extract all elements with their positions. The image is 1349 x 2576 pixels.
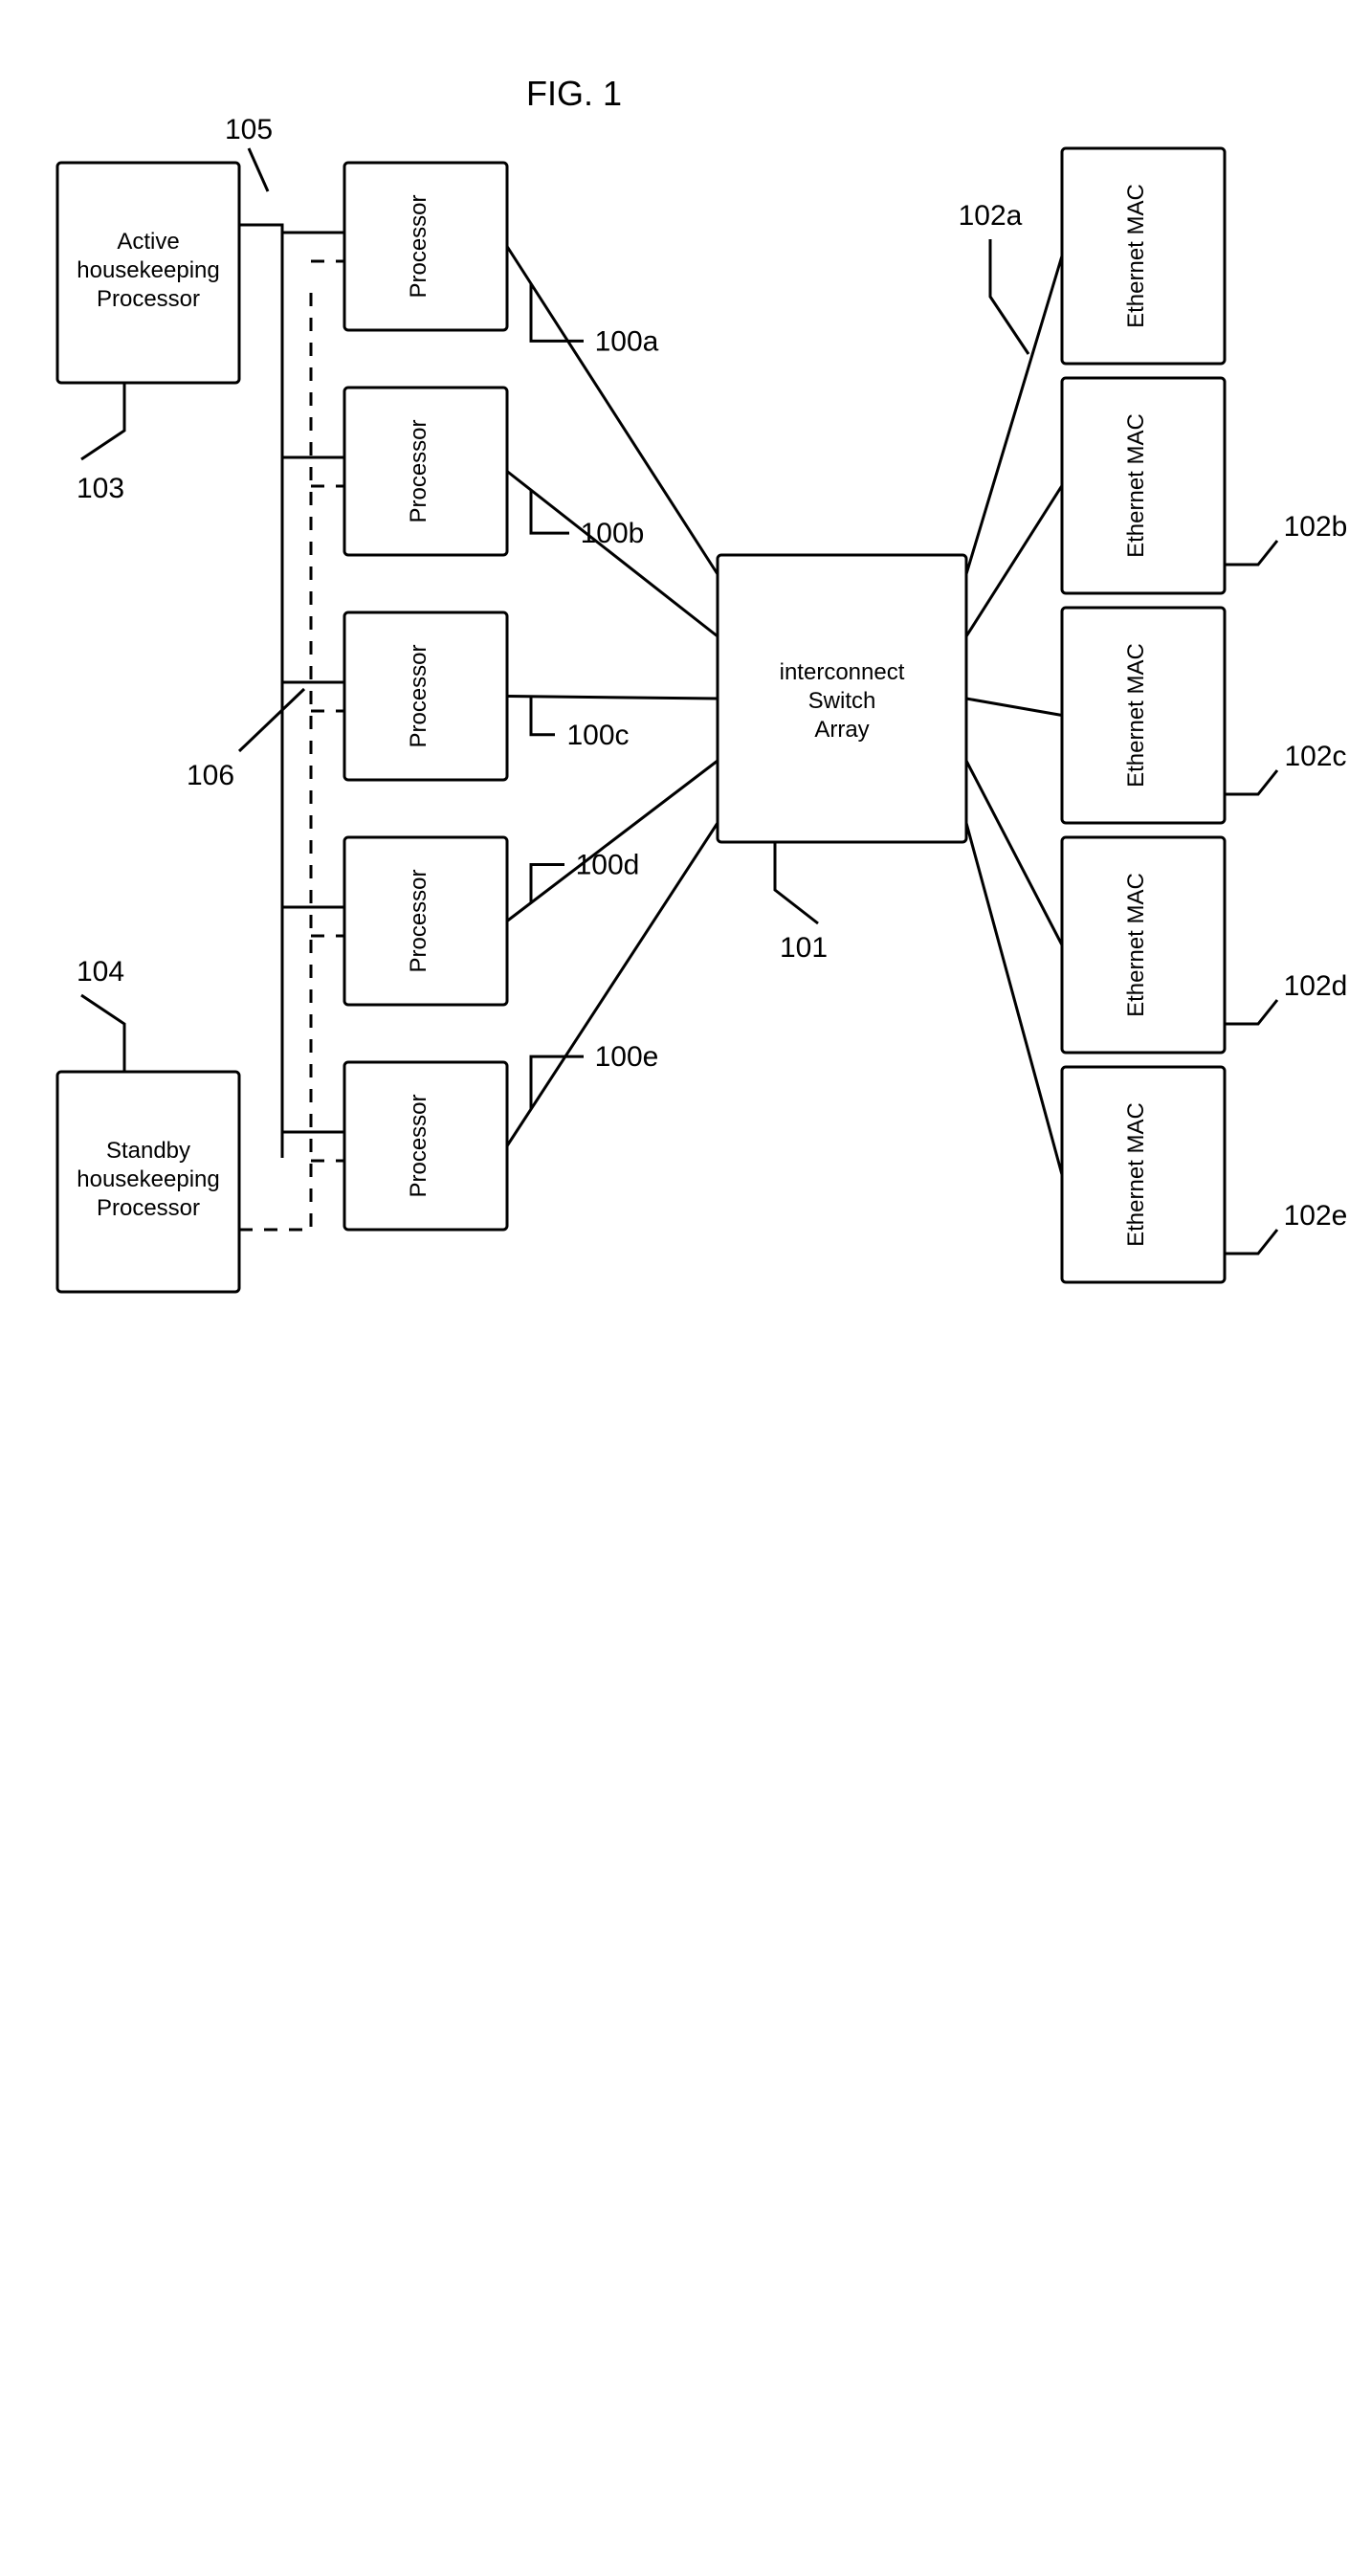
ref-101: 101: [780, 932, 828, 964]
hk-active-line2: Processor: [97, 286, 200, 312]
ref-102b: 102b: [1284, 511, 1348, 543]
ref-102d: 102d: [1284, 970, 1348, 1002]
ref-100b: 100b: [581, 518, 645, 549]
ref-103: 103: [77, 473, 124, 504]
processor-label-4: Processor: [406, 1094, 431, 1197]
ethernet-mac-label-4: Ethernet MAC: [1123, 1102, 1149, 1247]
interconnect-switch-array: interconnect Switch Array: [718, 555, 966, 842]
figure-1: FIG. 1 Active housekeeping Processor 103…: [0, 0, 1349, 2576]
ethernet-mac-label-0: Ethernet MAC: [1123, 184, 1149, 328]
ref-100c: 100c: [566, 720, 629, 751]
standby-housekeeping-processor: Standby housekeeping Processor: [57, 1072, 239, 1292]
hk-active-line1: housekeeping: [77, 257, 219, 283]
ref-102c: 102c: [1284, 741, 1346, 772]
hk-standby-line0: Standby: [106, 1138, 190, 1164]
switch-line0: interconnect: [780, 659, 905, 685]
ref-100d: 100d: [576, 849, 640, 880]
ethernet-mac-label-1: Ethernet MAC: [1123, 413, 1149, 558]
hk-standby-line1: housekeeping: [77, 1166, 219, 1192]
ethernet-mac-label-3: Ethernet MAC: [1123, 873, 1149, 1017]
ref-100e: 100e: [595, 1041, 659, 1073]
processor-label-2: Processor: [406, 644, 431, 747]
ref-102a: 102a: [959, 200, 1023, 232]
hk-standby-line2: Processor: [97, 1195, 200, 1221]
processor-label-3: Processor: [406, 869, 431, 972]
ref-100a: 100a: [595, 325, 659, 357]
ethernet-mac-label-2: Ethernet MAC: [1123, 643, 1149, 788]
switch-line1: Switch: [808, 688, 876, 714]
switch-line2: Array: [814, 717, 869, 743]
ref-105: 105: [225, 114, 273, 145]
ref-102e: 102e: [1284, 1200, 1348, 1232]
active-housekeeping-processor: Active housekeeping Processor: [57, 163, 239, 383]
ref-106: 106: [187, 760, 234, 791]
figure-title: FIG. 1: [526, 74, 622, 113]
ref-104: 104: [77, 956, 124, 988]
processor-label-1: Processor: [406, 419, 431, 522]
processor-label-0: Processor: [406, 194, 431, 298]
hk-active-line0: Active: [117, 229, 179, 255]
